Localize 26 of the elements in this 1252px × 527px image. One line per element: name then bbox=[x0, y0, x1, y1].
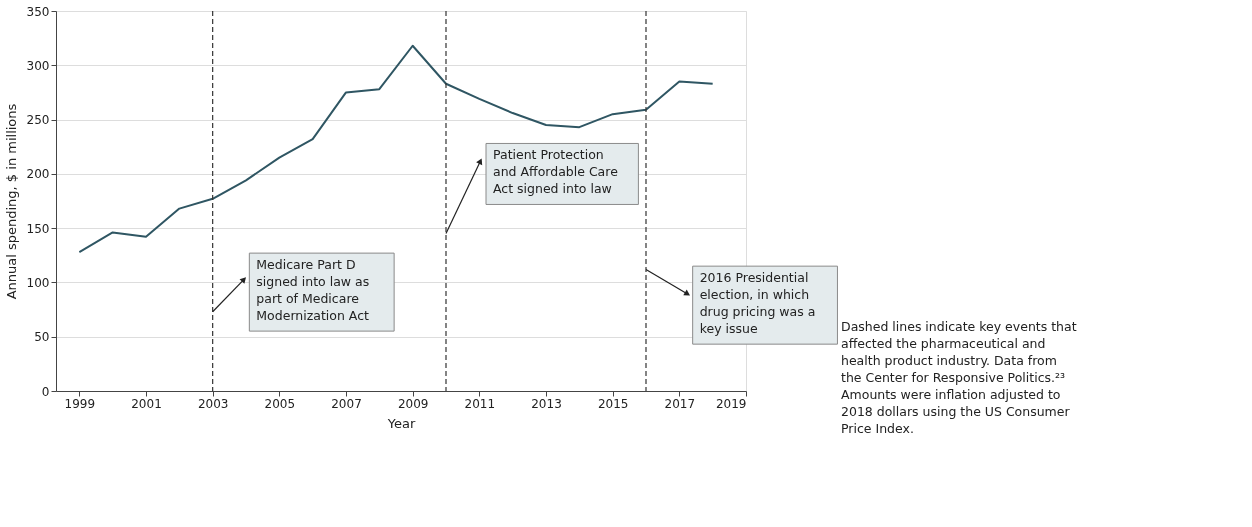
x-tick-label: 2017 bbox=[664, 396, 696, 411]
y-tick-label: 50 bbox=[34, 330, 50, 345]
x-tick-label: 2015 bbox=[597, 396, 629, 411]
text: Dashed lines indicate key events that affected the pharmaceutical and health product industry. Data from the Center for Responsive Politics.²³ Amounts were inflation adjusted to 2018 dollars using the US Consumer Price Index. bbox=[841, 319, 1077, 436]
ref-line-label: Patient Protection and Affordable Care Act signed into law bbox=[493, 147, 619, 197]
y-axis-title: Annual spending, $ in millions bbox=[3, 103, 19, 300]
x-tick-label: 2007 bbox=[331, 396, 362, 411]
y-tick-label: 150 bbox=[26, 221, 50, 236]
y-tick-label: 100 bbox=[26, 275, 50, 290]
x-tick-label: 2019 bbox=[715, 396, 747, 411]
x-tick-label: 2003 bbox=[197, 396, 229, 411]
y-tick-label: 350 bbox=[26, 4, 50, 19]
ref-line-label: 2016 Presidential election, in which drug pricing was a key issue bbox=[699, 270, 816, 337]
y-tick-label: 200 bbox=[26, 167, 50, 182]
x-tick-label: 2013 bbox=[531, 396, 562, 411]
x-tick-label: 2005 bbox=[264, 396, 296, 411]
x-axis-title: Year bbox=[386, 415, 416, 431]
x-tick-label: 1999 bbox=[64, 396, 96, 411]
x-tick-label: 2009 bbox=[397, 396, 429, 411]
y-tick-label: 250 bbox=[26, 113, 50, 128]
ref-line-label: Medicare Part D signed into law as part of Medicare Modernization Act bbox=[256, 257, 370, 324]
x-tick-label: 2001 bbox=[131, 396, 162, 411]
line-series bbox=[78, 44, 714, 254]
y-tick-label: 300 bbox=[26, 58, 50, 73]
x-tick-label: 2011 bbox=[464, 396, 496, 411]
y-tick-label: 0 bbox=[41, 384, 50, 399]
